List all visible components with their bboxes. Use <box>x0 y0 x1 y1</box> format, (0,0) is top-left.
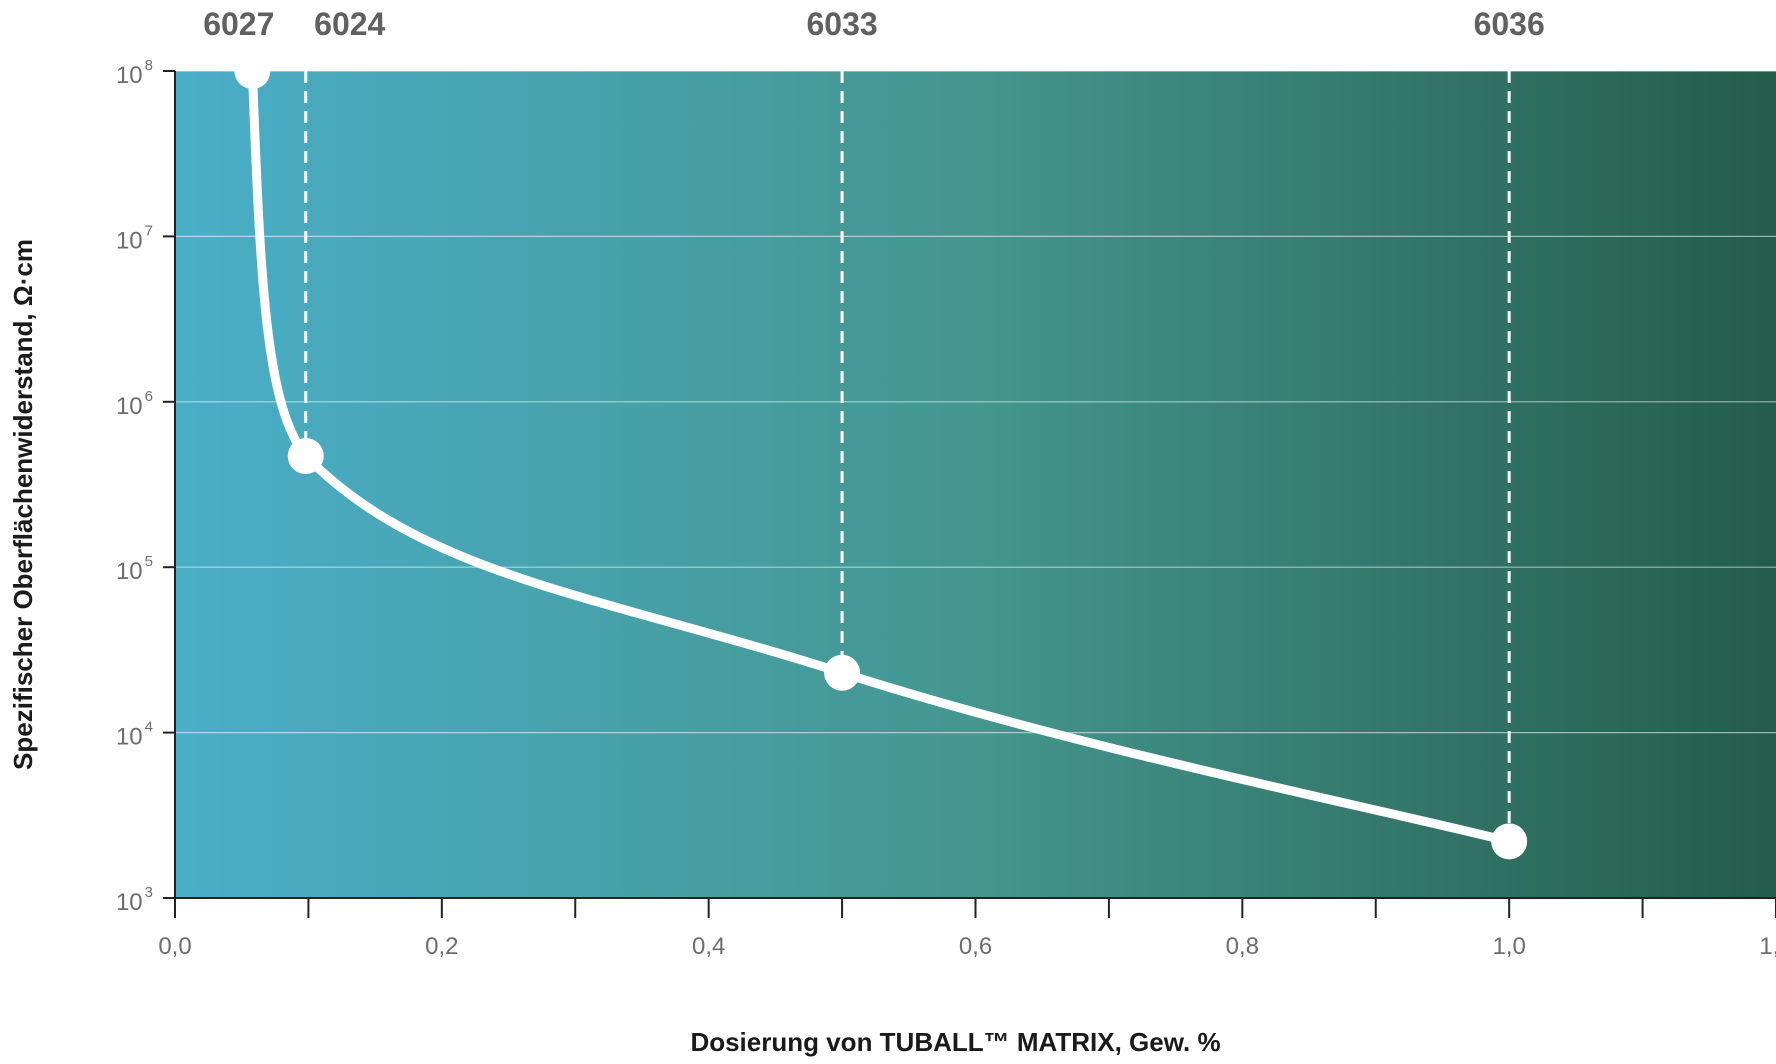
y-tick-label: 10 7 <box>116 222 153 254</box>
data-label: 6027 <box>203 6 274 42</box>
y-tick-label: 10 8 <box>116 57 153 89</box>
data-point <box>234 53 271 89</box>
x-tick-label: 0,6 <box>959 933 992 960</box>
axes <box>163 70 1776 918</box>
x-tick-label: 0,0 <box>158 933 191 960</box>
product-labels: 6027 6024 6033 6036 <box>203 6 1545 42</box>
y-tick-label: 10 4 <box>116 719 153 751</box>
x-tick-label: 0,2 <box>425 933 458 960</box>
y-tick-exponent: 4 <box>145 719 153 736</box>
x-tick-labels: 0,0 0,2 0,4 0,6 0,8 1,0 1,2 <box>158 933 1776 960</box>
data-point <box>287 438 324 475</box>
x-tick-label: 0,8 <box>1226 933 1259 960</box>
y-tick-label: 10 5 <box>116 553 153 585</box>
x-tick-label: 0,4 <box>692 933 725 960</box>
y-tick-exponent: 5 <box>145 553 153 570</box>
data-point <box>824 654 861 691</box>
y-tick-exponent: 7 <box>145 222 153 239</box>
x-tick-label: 1,0 <box>1492 933 1525 960</box>
data-label: 6036 <box>1474 6 1545 42</box>
data-label: 6024 <box>314 6 385 42</box>
plot-area <box>175 71 1776 898</box>
y-tick-exponent: 3 <box>145 884 153 901</box>
y-tick-exponent: 8 <box>145 57 153 74</box>
x-axis-title: Dosierung von TUBALL™ MATRIX, Gew. % <box>690 1027 1220 1057</box>
y-tick-label: 10 3 <box>116 884 153 916</box>
drop-lines <box>304 71 1511 842</box>
y-tick-label: 10 6 <box>116 388 153 420</box>
y-axis-title: Spezifischer Oberflächenwiderstand, Ω·cm <box>8 239 38 770</box>
data-label: 6033 <box>806 6 877 42</box>
series-line <box>247 66 1514 846</box>
x-tick-label: 1,2 <box>1759 933 1776 960</box>
data-point <box>1491 823 1528 860</box>
data-points <box>234 53 1528 860</box>
y-tick-exponent: 6 <box>145 388 153 405</box>
